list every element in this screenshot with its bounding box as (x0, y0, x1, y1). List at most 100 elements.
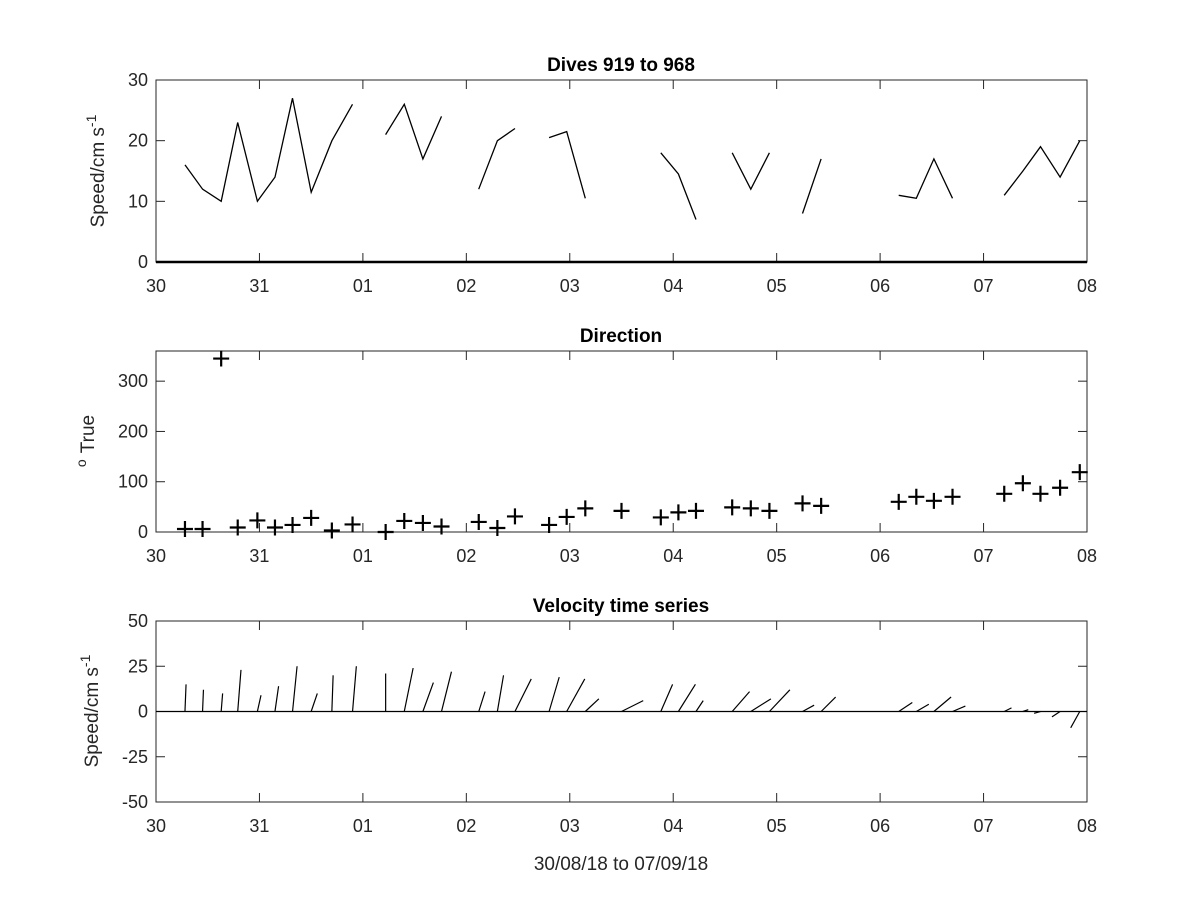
velocity-y-axis-label-main: Speed/cm s (82, 667, 103, 767)
velocity-stick (898, 701, 913, 712)
direction-plus-marker (213, 350, 230, 367)
speed-line-segment (385, 102, 443, 161)
speed-x-tick-label: 01 (353, 276, 373, 296)
speed-subplot: Dives 919 to 968 Speed/cm s-1 30 31 01 02 03… (83, 55, 1097, 296)
speed-y-axis-label-exponent: -1 (83, 114, 99, 127)
direction-x-tick-label: 06 (870, 546, 890, 566)
velocity-subplot: Velocity time series Speed/cm s-1 30/08/… (77, 596, 1097, 875)
velocity-stick (660, 684, 674, 712)
direction-plus-marker (284, 516, 301, 533)
speed-y-axis-label: Speed/cm s-1 (83, 114, 109, 227)
velocity-stick (331, 675, 334, 712)
speed-line-segment (184, 98, 354, 203)
velocity-stick (731, 691, 751, 712)
velocity-stick (1033, 710, 1041, 714)
velocity-stick (916, 703, 930, 713)
velocity-stick (274, 686, 280, 712)
speed-x-tick-label: 06 (870, 276, 890, 296)
direction-x-tick-label: 31 (249, 546, 269, 566)
direction-plus-marker (761, 502, 778, 519)
direction-plus-marker (1032, 485, 1049, 502)
velocity-stick (184, 684, 187, 712)
direction-x-tick-label: 01 (353, 546, 373, 566)
direction-x-tick-label: 04 (663, 546, 683, 566)
direction-plot-title: Direction (580, 326, 662, 347)
velocity-stick (750, 698, 772, 713)
direction-plus-marker (506, 508, 523, 525)
direction-y-tick-label: 100 (118, 472, 148, 492)
velocity-x-tick-label: 01 (353, 816, 373, 836)
direction-plus-marker (558, 508, 575, 525)
direction-plus-marker (944, 488, 961, 505)
velocity-stick (566, 678, 586, 712)
velocity-stick (548, 676, 560, 712)
direction-plus-marker (925, 492, 942, 509)
direction-subplot: Direction o True 30 31 01 02 03 04 05 06 07 08 0 100… (73, 326, 1097, 566)
speed-line-segment (478, 127, 516, 190)
speed-y-axis-label-main: Speed/cm s (88, 127, 109, 227)
direction-y-axis-label: o True (73, 415, 99, 467)
direction-plus-marker (433, 518, 450, 535)
direction-plus-marker (176, 520, 193, 537)
direction-y-tick-label: 300 (118, 371, 148, 391)
direction-plus-marker (652, 509, 669, 526)
speed-x-tick-label: 30 (146, 276, 166, 296)
direction-x-tick-label: 30 (146, 546, 166, 566)
velocity-stick (351, 666, 357, 712)
velocity-x-tick-label: 02 (456, 816, 476, 836)
velocity-x-tick-label: 31 (249, 816, 269, 836)
speed-line-segment (731, 152, 770, 191)
direction-plus-marker (613, 502, 630, 519)
velocity-stick (478, 691, 486, 712)
speed-line-segment (898, 157, 954, 200)
direction-plus-marker (266, 519, 283, 536)
velocity-stick (1003, 707, 1012, 713)
velocity-stick (695, 700, 704, 712)
velocity-stick (291, 666, 298, 712)
direction-plus-marker (724, 499, 741, 516)
velocity-stick (820, 696, 837, 712)
speed-y-tick-label: 20 (128, 131, 148, 151)
direction-x-tick-label: 05 (767, 546, 787, 566)
velocity-stick (768, 689, 791, 712)
direction-plus-marker (344, 516, 361, 533)
direction-plus-marker (194, 520, 211, 537)
direction-plus-marker (687, 502, 704, 519)
direction-y-tick-label: 200 (118, 421, 148, 441)
direction-plus-marker (577, 500, 594, 517)
direction-plus-marker (489, 519, 506, 536)
velocity-stick (584, 698, 600, 712)
speed-x-tick-label: 03 (560, 276, 580, 296)
velocity-stick (621, 700, 644, 713)
speed-y-tick-label: 10 (128, 191, 148, 211)
velocity-y-tick-label: 25 (128, 656, 148, 676)
velocity-y-tick-label: -50 (122, 792, 148, 812)
velocity-stick (201, 689, 205, 712)
direction-plus-marker (1071, 464, 1088, 481)
direction-plus-marker (541, 516, 558, 533)
velocity-stick (310, 693, 318, 712)
velocity-stick (440, 671, 453, 712)
figure-x-axis-label: 30/08/18 to 07/09/18 (534, 854, 708, 875)
direction-plus-marker (670, 504, 687, 521)
direction-y-axis-label-degree: o (73, 459, 89, 467)
speed-x-tick-label: 31 (249, 276, 269, 296)
direction-plus-marker (229, 519, 246, 536)
direction-plus-marker (249, 512, 266, 529)
velocity-stick (220, 693, 224, 712)
direction-x-tick-label: 02 (456, 546, 476, 566)
direction-plus-marker (794, 495, 811, 512)
direction-plus-marker (813, 497, 830, 514)
velocity-stick (677, 684, 696, 712)
speed-y-tick-label: 30 (128, 70, 148, 90)
velocity-x-tick-label: 30 (146, 816, 166, 836)
velocity-y-tick-label: 50 (128, 611, 148, 631)
speed-x-tick-label: 04 (663, 276, 683, 296)
direction-plus-marker (1014, 475, 1031, 492)
speed-x-tick-label: 08 (1077, 276, 1097, 296)
direction-axes-box (155, 350, 1088, 533)
speed-line-segment (660, 152, 697, 220)
velocity-x-tick-label: 04 (663, 816, 683, 836)
velocity-x-tick-label: 07 (974, 816, 994, 836)
